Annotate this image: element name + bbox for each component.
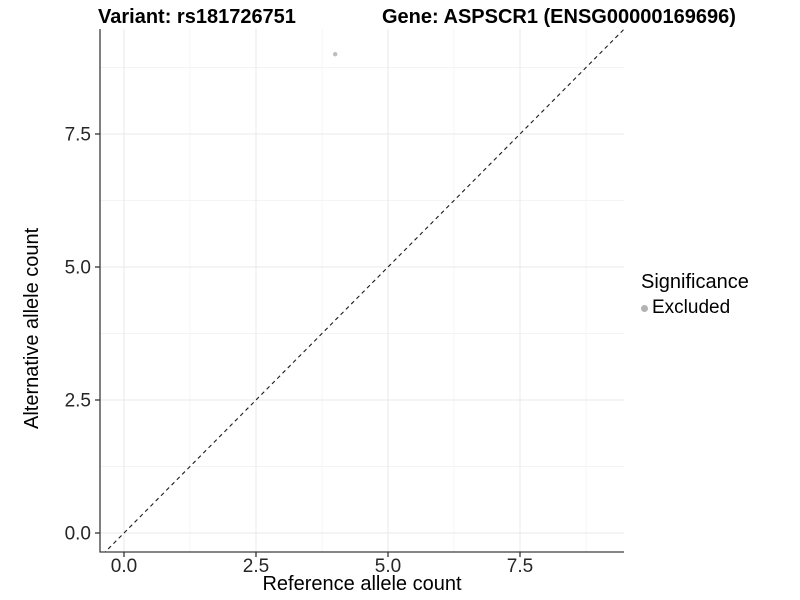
y-tick-label: 0.0 (65, 524, 91, 545)
y-tick-label: 2.5 (65, 391, 91, 412)
legend-item-excluded: Excluded (641, 297, 749, 319)
x-axis-title: Reference allele count (262, 573, 462, 595)
y-tick-label: 5.0 (65, 258, 91, 279)
x-tick-label: 2.5 (243, 556, 269, 577)
data-point-excluded (333, 52, 338, 57)
y-tick-label: 7.5 (65, 125, 91, 146)
identity-line (104, 29, 624, 552)
x-tick-label: 0.0 (111, 556, 137, 577)
y-axis-title: Alternative allele count (21, 227, 43, 429)
legend: Significance Excluded (641, 271, 749, 319)
plot-title-gene: Gene: ASPSCR1 (ENSG00000169696) (382, 6, 736, 28)
plot-title-variant: Variant: rs181726751 (98, 6, 296, 28)
x-tick-label: 5.0 (375, 556, 401, 577)
legend-point-icon (641, 304, 648, 312)
legend-item-label: Excluded (652, 297, 731, 318)
legend-title: Significance (641, 271, 749, 293)
x-tick-label: 7.5 (507, 556, 533, 577)
